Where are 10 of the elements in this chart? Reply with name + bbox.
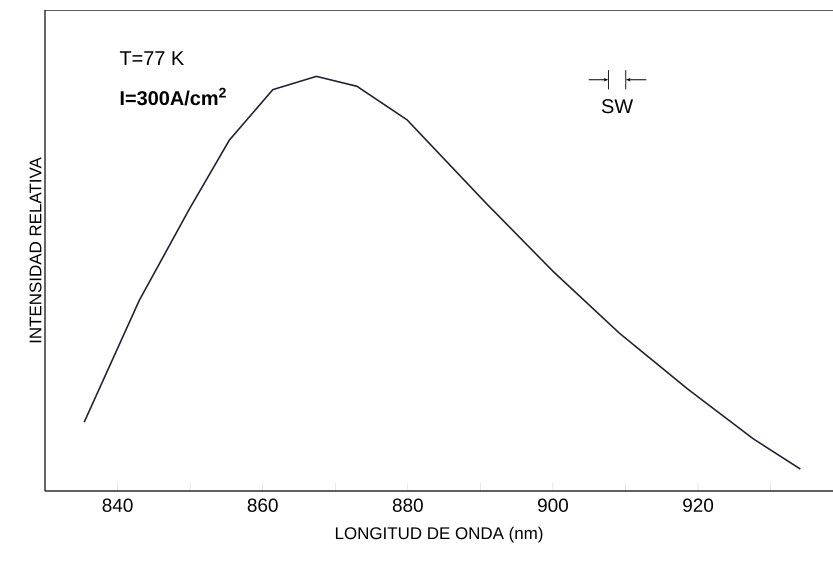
text: I=300A/cm$^{2}$: [120, 88, 226, 106]
x-axis-title: LONGITUD DE ONDA (nm): [336, 526, 542, 543]
annotation: SW: [602, 99, 634, 114]
x-tick-label: 880: [392, 498, 423, 512]
x-tick-label: 900: [538, 498, 568, 512]
x-tick-label: 840: [102, 498, 133, 512]
y-axis-title: INTENSIDAD RELATIVA: [29, 157, 42, 342]
x-tick-label: 920: [683, 498, 714, 512]
text: T=77 K: [120, 51, 184, 65]
x-tick-label: 860: [248, 498, 278, 512]
